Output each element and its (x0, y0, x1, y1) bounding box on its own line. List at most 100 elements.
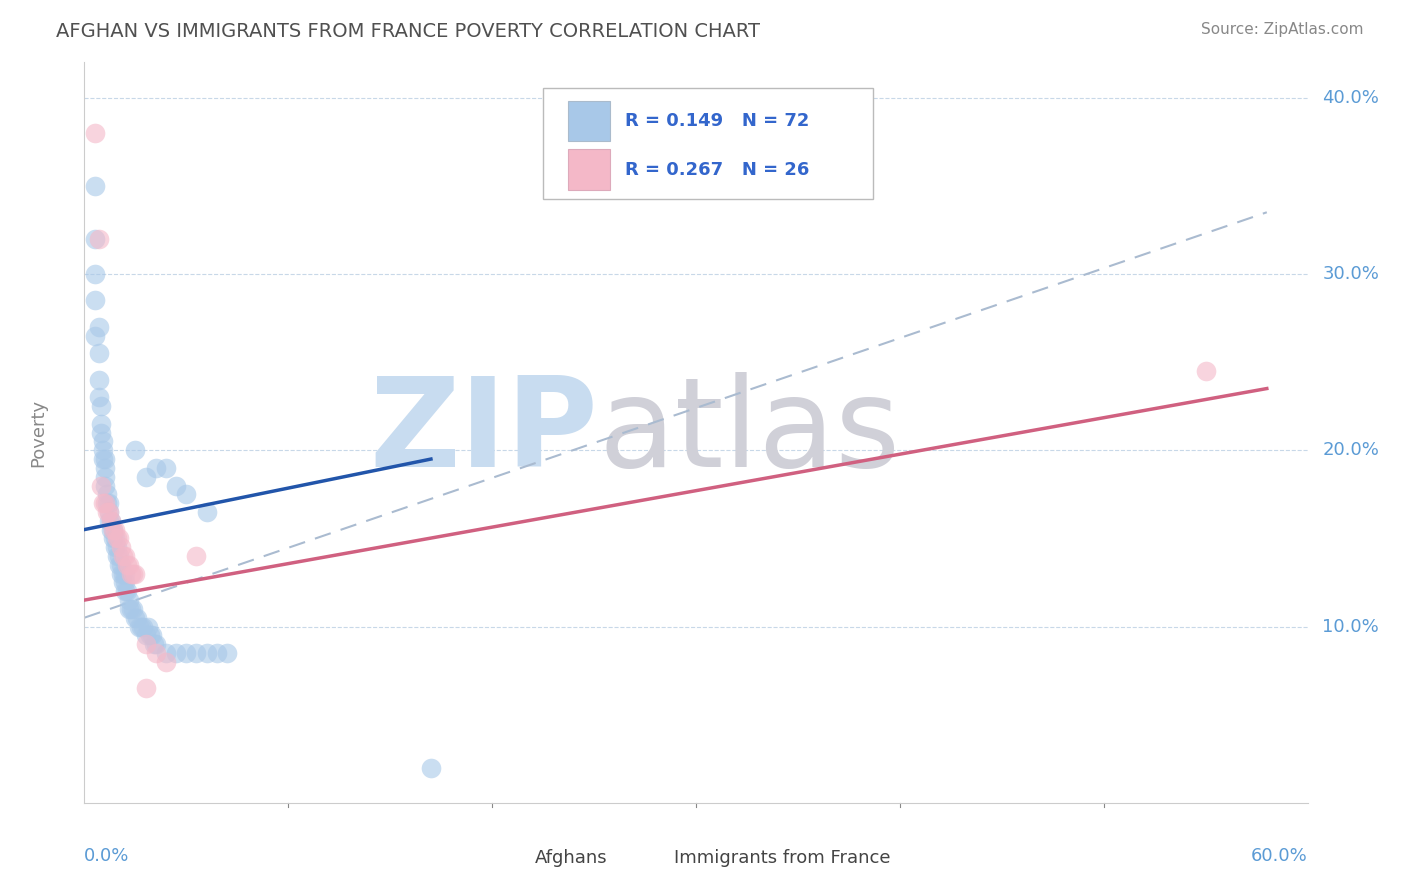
Text: 60.0%: 60.0% (1251, 847, 1308, 865)
Point (100, 514, 122, 528)
FancyBboxPatch shape (568, 150, 610, 190)
Text: Immigrants from France: Immigrants from France (673, 849, 890, 867)
Point (136, 619, 159, 633)
Point (138, 628, 160, 642)
Point (120, 566, 142, 581)
Point (195, 646, 218, 660)
Point (91, 452, 114, 467)
Point (90, 417, 112, 431)
Point (112, 575, 135, 590)
Point (110, 558, 132, 572)
Point (105, 540, 128, 554)
Point (165, 646, 187, 660)
Point (124, 566, 146, 581)
Point (174, 487, 197, 501)
Point (186, 549, 208, 563)
Point (205, 646, 228, 660)
Point (155, 646, 177, 660)
Point (135, 637, 157, 651)
Text: 40.0%: 40.0% (1322, 88, 1379, 107)
Point (101, 523, 124, 537)
Text: Afghans: Afghans (534, 849, 607, 867)
Point (115, 558, 138, 572)
Point (420, 760, 443, 774)
FancyBboxPatch shape (636, 844, 665, 873)
Point (118, 593, 141, 607)
Point (165, 478, 187, 492)
Point (87, 232, 110, 246)
Point (142, 637, 165, 651)
Point (83, 232, 105, 246)
Point (114, 584, 136, 599)
Text: R = 0.149   N = 72: R = 0.149 N = 72 (626, 112, 810, 130)
Point (114, 575, 136, 590)
Point (128, 619, 150, 633)
Point (108, 532, 131, 546)
Text: Source: ZipAtlas.com: Source: ZipAtlas.com (1201, 22, 1364, 37)
Point (97, 514, 120, 528)
Point (87, 346, 110, 360)
Point (195, 505, 218, 519)
Point (91, 443, 114, 458)
Point (101, 523, 124, 537)
Point (108, 558, 131, 572)
Point (90, 425, 112, 440)
Point (90, 399, 112, 413)
Point (91, 496, 114, 510)
Text: 30.0%: 30.0% (1322, 265, 1379, 283)
Point (124, 610, 146, 624)
Point (118, 602, 141, 616)
Point (97, 505, 120, 519)
Point (83, 126, 105, 140)
Point (1195, 364, 1218, 378)
Point (96, 505, 118, 519)
Point (87, 319, 110, 334)
Point (112, 566, 135, 581)
FancyBboxPatch shape (494, 844, 524, 873)
Point (114, 566, 136, 581)
Point (122, 602, 145, 616)
Point (135, 628, 157, 642)
Point (83, 293, 105, 308)
Text: AFGHAN VS IMMIGRANTS FROM FRANCE POVERTY CORRELATION CHART: AFGHAN VS IMMIGRANTS FROM FRANCE POVERTY… (56, 22, 761, 41)
Point (104, 532, 127, 546)
Point (122, 566, 145, 581)
Point (104, 523, 127, 537)
Point (155, 461, 177, 475)
Point (87, 390, 110, 404)
Point (217, 646, 239, 660)
Point (83, 267, 105, 281)
Point (93, 478, 115, 492)
Point (114, 549, 136, 563)
Point (101, 532, 124, 546)
Point (93, 452, 115, 467)
Text: ZIP: ZIP (370, 372, 598, 493)
Point (100, 514, 122, 528)
Point (91, 434, 114, 449)
Text: 0.0%: 0.0% (84, 847, 129, 865)
Point (145, 646, 167, 660)
Point (83, 178, 105, 193)
FancyBboxPatch shape (568, 101, 610, 142)
Point (87, 373, 110, 387)
Point (90, 478, 112, 492)
Point (110, 566, 132, 581)
Text: Poverty: Poverty (30, 399, 48, 467)
Text: 10.0%: 10.0% (1322, 617, 1379, 635)
Point (100, 523, 122, 537)
Text: atlas: atlas (598, 372, 900, 493)
Text: R = 0.267   N = 26: R = 0.267 N = 26 (626, 161, 810, 178)
Point (118, 558, 141, 572)
Point (145, 637, 167, 651)
Point (104, 540, 127, 554)
Point (105, 532, 128, 546)
Point (93, 469, 115, 483)
Point (97, 496, 120, 510)
Point (135, 681, 157, 696)
Point (135, 469, 157, 483)
Text: 20.0%: 20.0% (1322, 442, 1379, 459)
Point (108, 549, 131, 563)
Point (96, 487, 118, 501)
Point (132, 619, 155, 633)
Point (93, 461, 115, 475)
